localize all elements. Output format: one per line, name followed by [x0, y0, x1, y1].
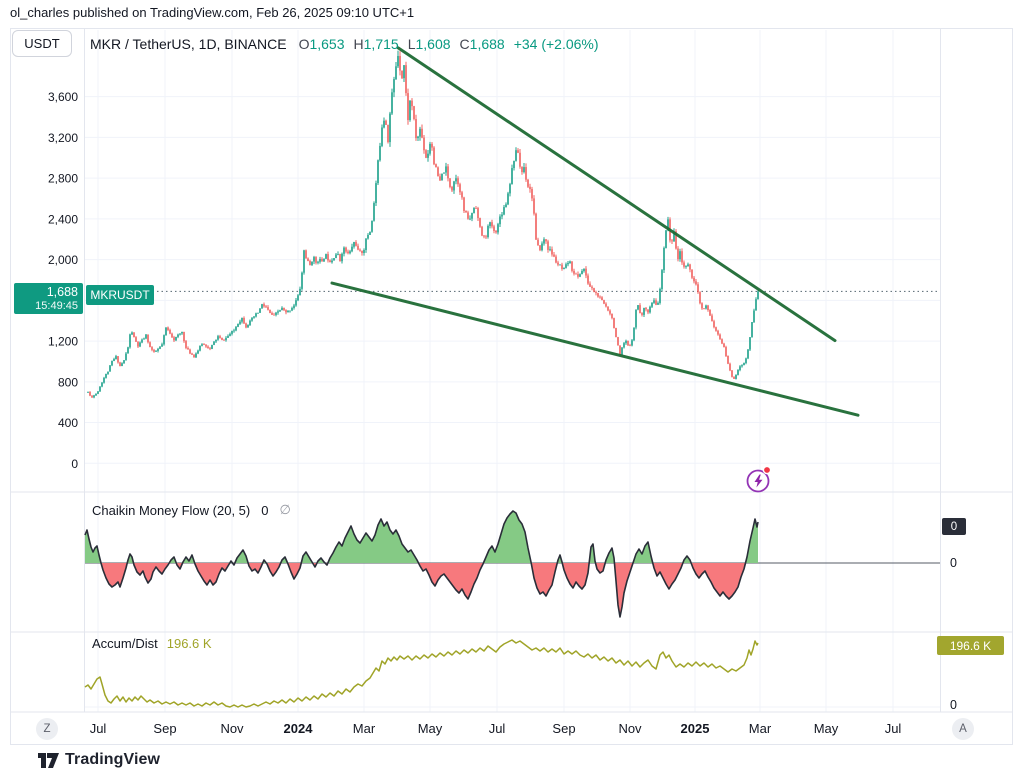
cmf-value-badge: 0	[942, 518, 966, 535]
svg-text:Sep: Sep	[153, 721, 176, 736]
svg-text:2,800: 2,800	[48, 172, 78, 186]
svg-text:Mar: Mar	[353, 721, 376, 736]
accdist-value-badge: 196.6 K	[937, 636, 1004, 655]
tradingview-wordmark[interactable]: TradingView	[65, 751, 161, 768]
svg-text:Sep: Sep	[552, 721, 575, 736]
svg-text:Jul: Jul	[90, 721, 107, 736]
svg-text:3,600: 3,600	[48, 90, 78, 104]
change-value: +34 (+2.06%)	[513, 36, 599, 52]
svg-text:Jul: Jul	[489, 721, 506, 736]
countdown-timer: 15:49:45	[35, 299, 78, 312]
currency-toggle-button[interactable]: USDT	[12, 30, 72, 57]
cmf-indicator-plot	[84, 510, 940, 618]
svg-text:1,200: 1,200	[48, 335, 78, 349]
ohlc-values: O 1,653 H 1,715 L 1,608 C 1,688 +34 (+2.06%)	[298, 36, 599, 52]
symbol-price-tag: MKRUSDT	[86, 285, 154, 305]
panel-separators	[10, 28, 1013, 745]
candlestick-series	[87, 50, 759, 399]
svg-text:400: 400	[58, 416, 78, 430]
svg-text:2025: 2025	[681, 721, 710, 736]
accdist-indicator-plot	[84, 639, 759, 708]
tradingview-logo-icon[interactable]	[38, 752, 60, 774]
svg-text:3,200: 3,200	[48, 131, 78, 145]
svg-text:0: 0	[71, 457, 78, 471]
flash-boost-icon[interactable]	[744, 463, 774, 493]
cmf-legend[interactable]: Chaikin Money Flow (20, 5) 0 ∅	[92, 502, 291, 518]
last-price-value: 1,688	[46, 285, 78, 299]
cmf-axis-zero-label: 0	[950, 556, 957, 570]
attribution-text: ol_charles published on TradingView.com,…	[10, 5, 415, 20]
open-value: 1,653	[309, 36, 345, 52]
svg-text:2,400: 2,400	[48, 212, 78, 226]
timescale-right-button[interactable]: A	[952, 718, 974, 740]
last-price-badge: 1,688 15:49:45	[14, 283, 83, 314]
chart-legend[interactable]: MKR / TetherUS, 1D, BINANCE O 1,653 H 1,71…	[90, 34, 599, 54]
low-value: 1,608	[415, 36, 451, 52]
svg-text:May: May	[418, 721, 443, 736]
trendlines[interactable]	[330, 46, 860, 417]
symbol-title: MKR / TetherUS, 1D, BINANCE	[90, 36, 287, 52]
svg-text:Jul: Jul	[885, 721, 902, 736]
timescale-left-button[interactable]: Z	[36, 718, 58, 740]
svg-text:2,000: 2,000	[48, 253, 78, 267]
accdist-value: 196.6 K	[166, 636, 212, 651]
accdist-axis-zero-label: 0	[950, 698, 957, 712]
high-value: 1,715	[363, 36, 399, 52]
svg-text:Nov: Nov	[220, 721, 244, 736]
accdist-legend[interactable]: Accum/Dist 196.6 K	[92, 636, 212, 651]
cmf-value: 0	[261, 502, 269, 518]
gridlines	[85, 30, 940, 712]
svg-text:800: 800	[58, 375, 78, 389]
svg-text:Mar: Mar	[749, 721, 772, 736]
svg-text:2024: 2024	[284, 721, 314, 736]
accdist-title: Accum/Dist	[92, 636, 158, 651]
close-value: 1,688	[469, 36, 505, 52]
svg-text:May: May	[814, 721, 839, 736]
cmf-title: Chaikin Money Flow (20, 5)	[92, 502, 251, 518]
cmf-empty-icon: ∅	[279, 502, 291, 517]
svg-text:Nov: Nov	[618, 721, 642, 736]
axis-labels: 3,600 3,200 2,800 2,400 2,000 1,200 800 400 0 Jul…	[48, 90, 901, 736]
